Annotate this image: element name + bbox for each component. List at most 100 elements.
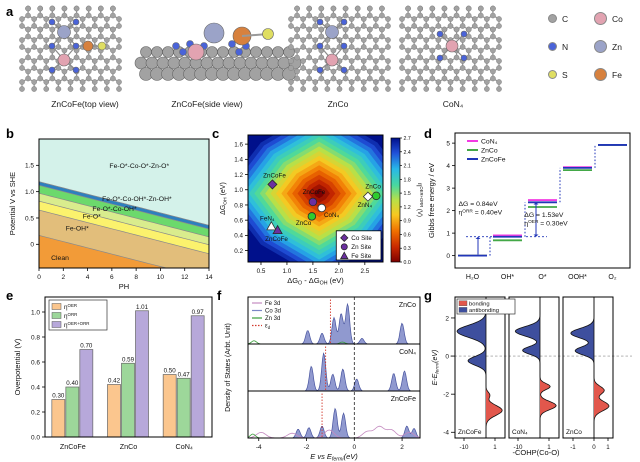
svg-text:-10: -10 bbox=[460, 444, 470, 451]
legend-label-zn: Zn bbox=[612, 41, 622, 52]
svg-text:1.01: 1.01 bbox=[136, 304, 149, 311]
svg-text:1.8: 1.8 bbox=[404, 177, 411, 183]
svg-text:2.0: 2.0 bbox=[334, 268, 343, 275]
svg-text:-1: -1 bbox=[570, 444, 576, 451]
svg-text:0.50: 0.50 bbox=[164, 368, 177, 375]
svg-text:ZnCo: ZnCo bbox=[120, 442, 138, 451]
panel-label-c: c bbox=[212, 126, 220, 141]
legend-label-fe: Fe bbox=[612, 69, 622, 80]
svg-text:ηOER = 0.30eV: ηOER = 0.30eV bbox=[524, 219, 568, 227]
legend-label-c: C bbox=[562, 13, 569, 24]
svg-text:0.9: 0.9 bbox=[404, 219, 411, 225]
svg-text:1.5: 1.5 bbox=[309, 268, 318, 275]
antibonding-lobe bbox=[514, 297, 541, 438]
svg-text:0.4: 0.4 bbox=[31, 384, 40, 391]
n-atom-icon bbox=[548, 42, 557, 51]
legend-item-fe: Fe bbox=[594, 68, 632, 81]
svg-text:0.5: 0.5 bbox=[257, 268, 266, 275]
structure-caption-zncofe-side: ZnCoFe(side view) bbox=[171, 99, 243, 109]
svg-text:ZnCo: ZnCo bbox=[481, 147, 498, 154]
s-atom-icon bbox=[548, 70, 557, 79]
svg-text:CoN₄: CoN₄ bbox=[399, 349, 416, 356]
atom-legend: C Co N Zn S Fe bbox=[548, 12, 632, 81]
bar bbox=[107, 384, 121, 438]
volcano-heatmap bbox=[248, 135, 383, 262]
svg-text:ZnCo: ZnCo bbox=[399, 302, 416, 309]
bar bbox=[51, 399, 66, 438]
svg-text:2: 2 bbox=[400, 444, 404, 451]
svg-text:2.5: 2.5 bbox=[360, 268, 369, 275]
svg-text:-2: -2 bbox=[304, 444, 310, 451]
svg-text:Co 3d: Co 3d bbox=[265, 309, 281, 315]
fe-atom-icon bbox=[594, 68, 607, 81]
svg-text:Fe-O*: Fe-O* bbox=[83, 214, 101, 221]
svg-text:1.6: 1.6 bbox=[234, 141, 243, 148]
svg-text:0.2: 0.2 bbox=[31, 409, 40, 416]
svg-text:0: 0 bbox=[592, 444, 596, 451]
svg-text:2.7: 2.7 bbox=[404, 136, 411, 142]
svg-text:1.0: 1.0 bbox=[31, 309, 40, 316]
bar bbox=[121, 362, 135, 438]
svg-text:ZnCoFe: ZnCoFe bbox=[303, 189, 326, 196]
legend-label-co: Co bbox=[612, 13, 623, 24]
svg-text:Fe-OH*: Fe-OH* bbox=[66, 226, 89, 233]
svg-text:4: 4 bbox=[446, 163, 450, 170]
svg-text:CoN₄: CoN₄ bbox=[176, 442, 193, 451]
structure-caption-zncofe-top: ZnCoFe(top view) bbox=[51, 99, 119, 109]
svg-text:ΔG = 0.84eV: ΔG = 0.84eV bbox=[459, 201, 499, 208]
svg-text:0.6: 0.6 bbox=[31, 359, 40, 366]
svg-text:1.0: 1.0 bbox=[283, 268, 292, 275]
svg-text:-10: -10 bbox=[514, 444, 524, 451]
svg-text:ZnCoFe: ZnCoFe bbox=[60, 442, 86, 451]
svg-text:-COHP(Co-O): -COHP(Co-O) bbox=[512, 448, 560, 457]
panel-label-b: b bbox=[6, 126, 14, 141]
svg-text:0.97: 0.97 bbox=[192, 309, 205, 316]
svg-text:ZnN₄: ZnN₄ bbox=[358, 202, 373, 209]
bonding-lobe bbox=[485, 297, 503, 438]
svg-text:Co Site: Co Site bbox=[351, 235, 372, 242]
svg-text:2: 2 bbox=[445, 315, 449, 322]
svg-text:Potential V vs SHE: Potential V vs SHE bbox=[8, 172, 17, 235]
bar bbox=[162, 374, 177, 438]
svg-text:ηOER: ηOER bbox=[64, 303, 77, 311]
svg-text:5: 5 bbox=[446, 140, 450, 147]
svg-text:1: 1 bbox=[493, 444, 497, 451]
pourbaix-region bbox=[39, 181, 209, 229]
co-atom-icon bbox=[594, 12, 607, 25]
svg-text:PH: PH bbox=[119, 282, 129, 291]
legend-item-n: N bbox=[548, 40, 586, 53]
svg-text:1.2: 1.2 bbox=[404, 205, 411, 211]
svg-text:0.42: 0.42 bbox=[108, 378, 121, 385]
panel-label-a: a bbox=[6, 4, 14, 19]
svg-text:8: 8 bbox=[134, 274, 138, 281]
bar bbox=[176, 377, 191, 438]
bonding-lobe bbox=[539, 297, 557, 438]
svg-text:CoN₄: CoN₄ bbox=[324, 212, 340, 219]
panel-c-volcano: ZnCoFe ZnCoFe CoN₄ ZnCo FeN₄ ZnCoFe ZnN₄ ZnCo Co… bbox=[220, 134, 424, 287]
svg-text:bonding: bonding bbox=[469, 301, 490, 307]
svg-text:ZnCoFe: ZnCoFe bbox=[391, 396, 416, 403]
svg-text:0: 0 bbox=[37, 274, 41, 281]
svg-text:1.5: 1.5 bbox=[404, 191, 411, 197]
svg-text:0.8: 0.8 bbox=[234, 202, 243, 209]
svg-text:1: 1 bbox=[606, 444, 610, 451]
svg-text:εd: εd bbox=[265, 324, 271, 330]
svg-text:3: 3 bbox=[446, 185, 450, 192]
svg-text:ZnCo: ZnCo bbox=[365, 184, 381, 191]
svg-text:0: 0 bbox=[446, 253, 450, 260]
panel-label-e: e bbox=[6, 288, 14, 303]
svg-text:0.6: 0.6 bbox=[404, 232, 411, 238]
svg-text:1.0: 1.0 bbox=[234, 187, 243, 194]
legend-label-s: S bbox=[562, 69, 568, 80]
svg-text:2: 2 bbox=[446, 208, 450, 215]
pourbaix-region bbox=[39, 185, 209, 237]
svg-text:0.0: 0.0 bbox=[404, 260, 411, 266]
svg-text:0: 0 bbox=[445, 353, 449, 360]
svg-text:CoN₄: CoN₄ bbox=[512, 429, 528, 436]
svg-text:H₂O: H₂O bbox=[466, 274, 480, 281]
svg-text:E-Efermi(eV): E-Efermi(eV) bbox=[432, 350, 441, 386]
svg-text:Zn 3d: Zn 3d bbox=[265, 316, 280, 322]
svg-text:Overpotential (V): Overpotential (V) bbox=[13, 338, 22, 395]
pourbaix-region bbox=[39, 139, 209, 226]
